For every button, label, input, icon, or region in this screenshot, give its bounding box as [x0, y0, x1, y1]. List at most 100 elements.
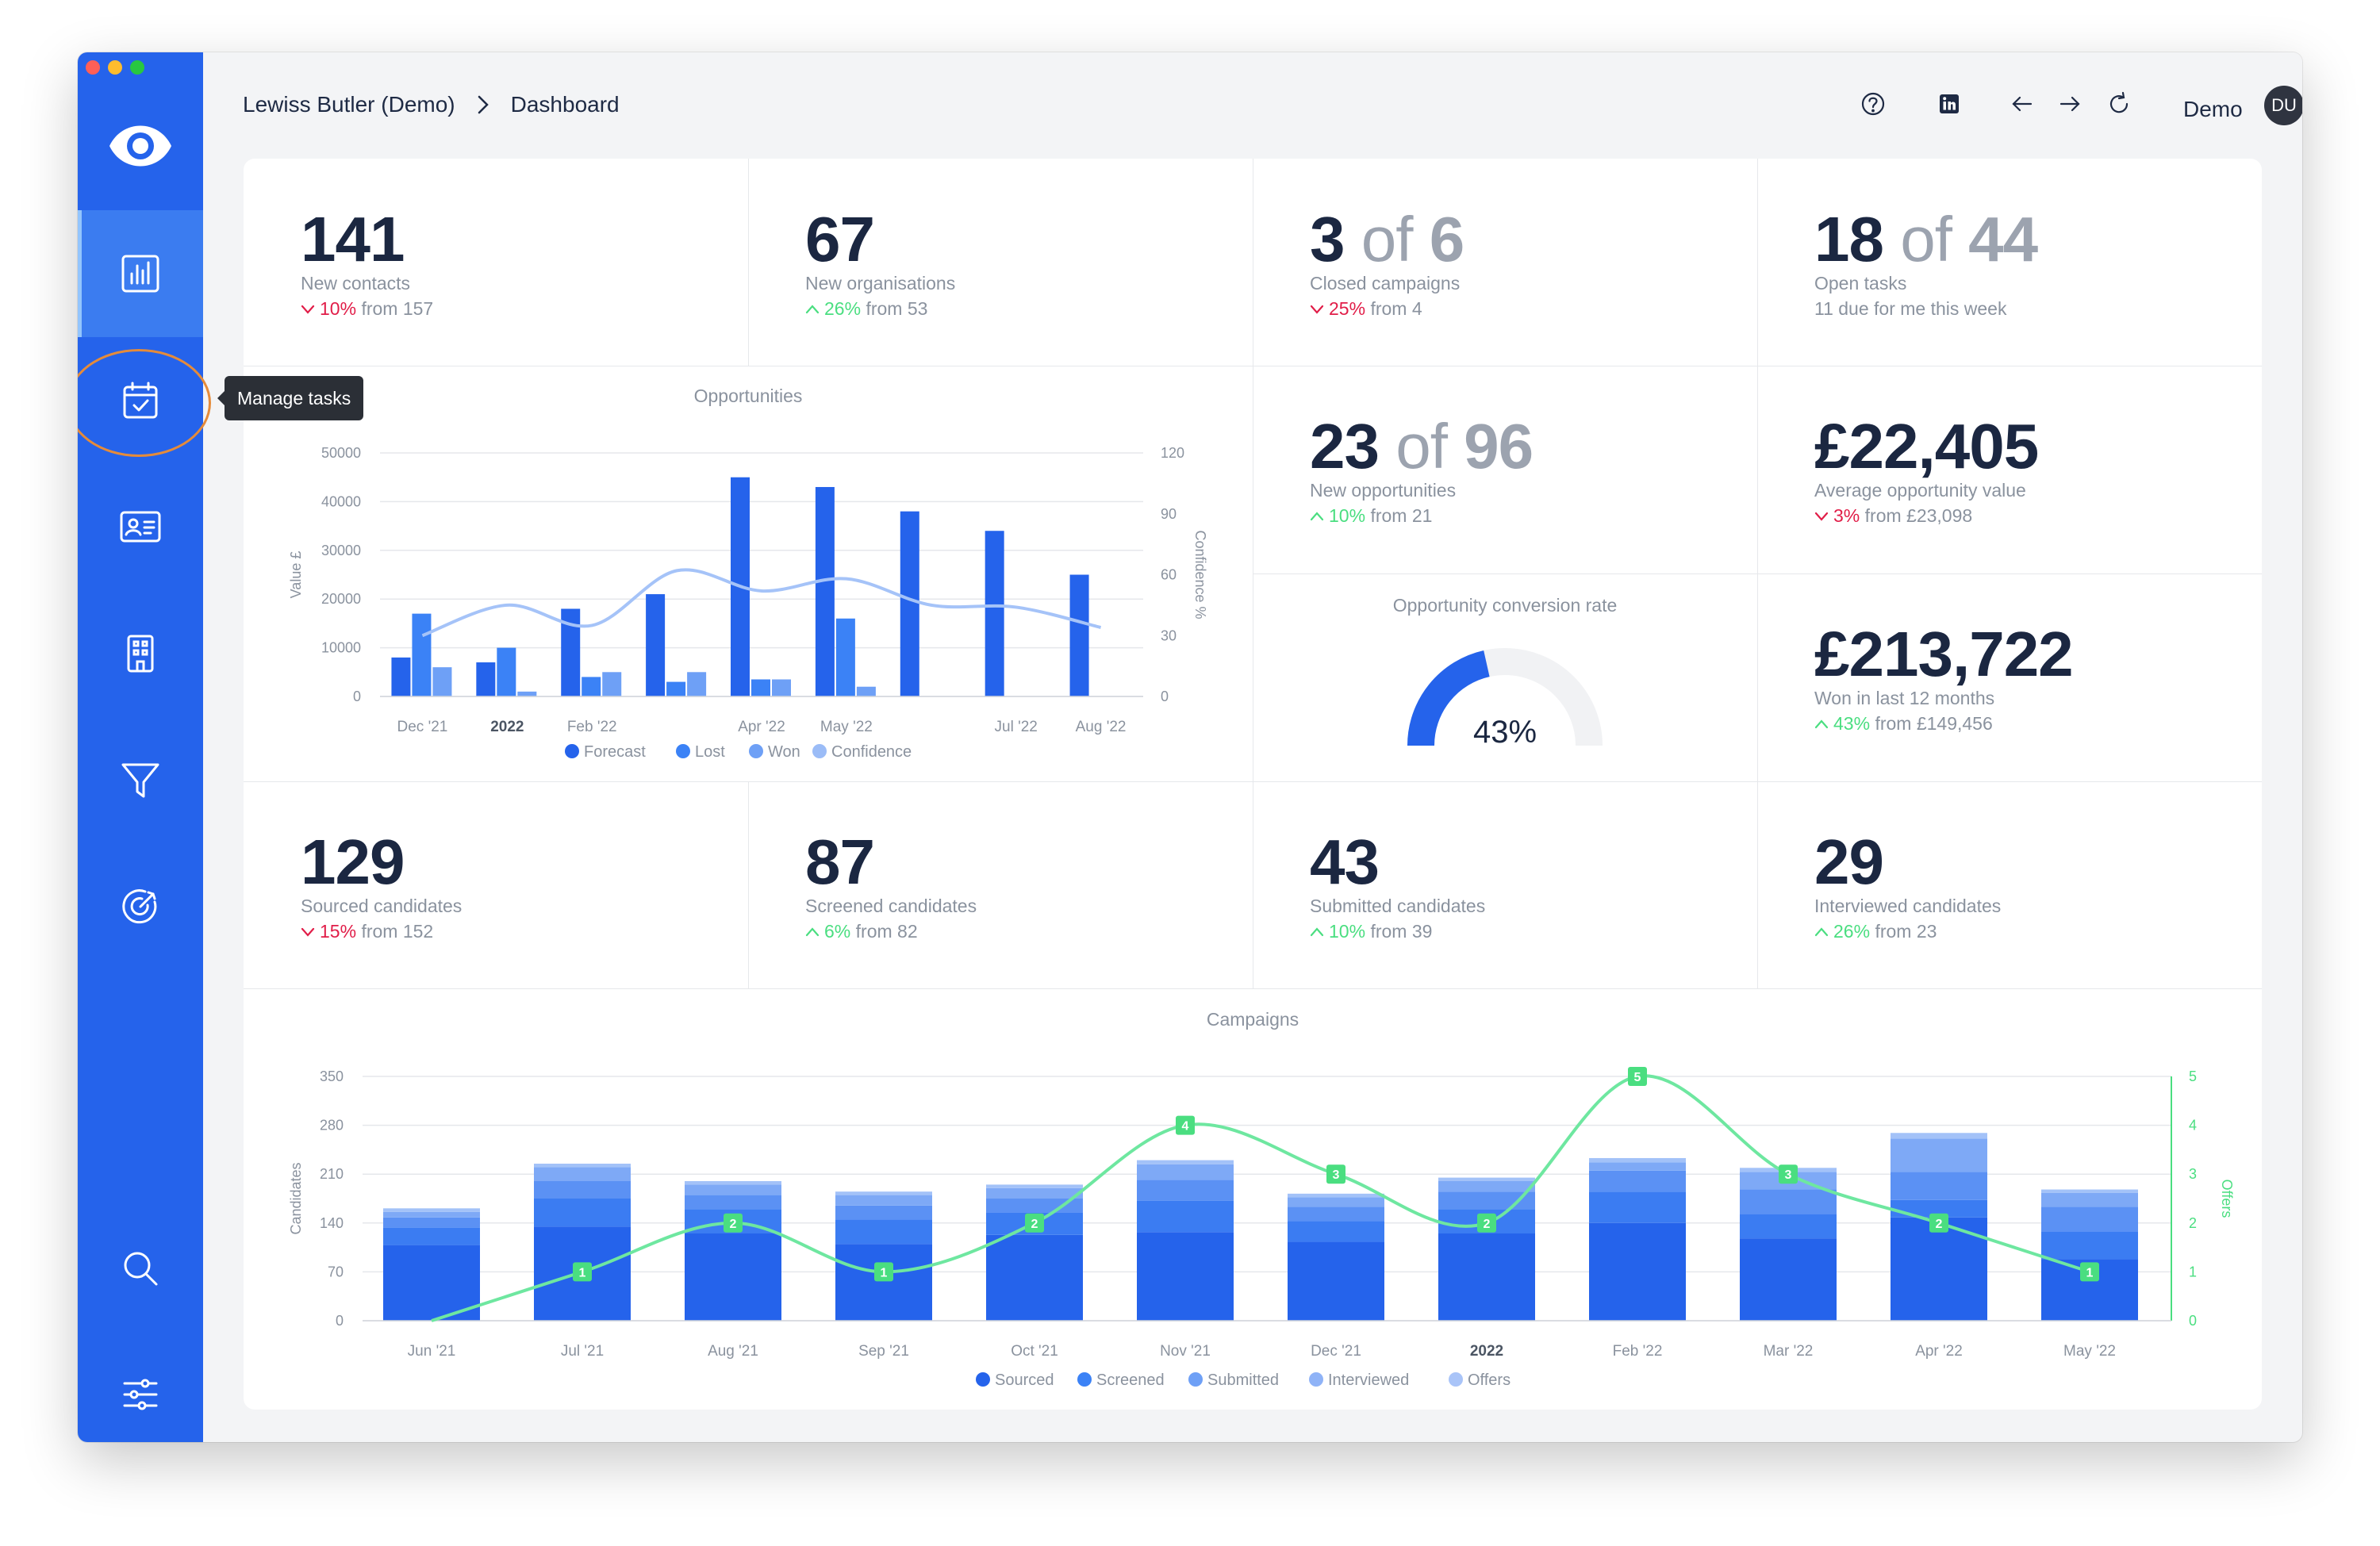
eye-logo-icon[interactable]: [106, 109, 175, 178]
manage-tasks-tooltip: Manage tasks: [217, 376, 364, 420]
bar-segment: [534, 1164, 631, 1168]
bar-forecast: [646, 594, 666, 696]
kpi-value: 18 of 44: [1814, 203, 2038, 276]
x-tick-label: Feb '22: [1613, 1343, 1663, 1360]
forward-button[interactable]: [2056, 90, 2083, 117]
legend-swatch: [812, 744, 827, 758]
opportunities-chart-title: Opportunities: [693, 386, 803, 406]
bar-forecast: [391, 657, 411, 696]
kpi-label: Sourced candidates: [301, 896, 463, 916]
offers-data-label: 1: [881, 1266, 888, 1279]
conversion-gauge: 43%: [1407, 648, 1603, 750]
sidebar-item-settings[interactable]: [118, 1372, 163, 1417]
x-tick-label: May '22: [2063, 1343, 2116, 1360]
offers-point: [1326, 1164, 1345, 1184]
kpi-label: Open tasks: [1814, 273, 1907, 293]
bar-segment: [1891, 1199, 1987, 1218]
kpi-change-rest: from £23,098: [1864, 505, 1973, 526]
contact-card-icon: [120, 511, 161, 543]
bar-segment: [383, 1208, 480, 1212]
bar-segment: [1589, 1191, 1686, 1223]
funnel-icon: [121, 763, 159, 798]
bar-segment: [383, 1245, 480, 1321]
y-tick-label: 140: [320, 1215, 344, 1231]
y-tick-label: 0: [336, 1313, 344, 1329]
kpi-interviewed-candidates[interactable]: 29 Interviewed candidates 26% from 23: [1757, 781, 2262, 988]
bar-segment: [1438, 1181, 1535, 1192]
bar-segment: [2041, 1192, 2138, 1207]
kpi-change-pct: 43%: [1833, 713, 1871, 734]
help-button[interactable]: [1860, 90, 1887, 117]
kpi-value-of: of: [1395, 411, 1448, 481]
bar-segment: [835, 1244, 932, 1321]
y2-tick-label: 60: [1161, 567, 1177, 583]
kpi-value-of: of: [1900, 204, 1952, 274]
y-tick-label: 50000: [321, 445, 361, 461]
kpi-note: 11 due for me this week: [1814, 298, 2007, 319]
offers-point: [1779, 1164, 1798, 1184]
kpi-new-opportunities[interactable]: 23 of 96 New opportunities 10% from 21: [1253, 366, 1757, 574]
window-controls: [86, 60, 144, 75]
refresh-button[interactable]: [2106, 90, 2132, 117]
bar-won: [517, 691, 537, 696]
kpi-closed-campaigns[interactable]: 3 of 6 Closed campaigns 25% from 4: [1253, 159, 1757, 366]
bar-segment: [1137, 1164, 1234, 1180]
offers-point: [1929, 1213, 1948, 1233]
sidebar-item-dashboard[interactable]: [118, 251, 163, 296]
bar-segment: [1137, 1200, 1234, 1233]
user-name[interactable]: Demo: [2183, 97, 2243, 121]
kpi-change: 26% from 23: [1814, 921, 1937, 942]
offers-point: [1628, 1067, 1647, 1086]
kpi-change-rest: from 4: [1370, 298, 1422, 319]
kpi-submitted-candidates[interactable]: 43 Submitted candidates 10% from 39: [1253, 781, 1757, 988]
kpi-new-contacts[interactable]: 141 New contacts 10% from 157: [244, 159, 748, 366]
sidebar-item-search[interactable]: [118, 1246, 163, 1291]
bar-segment: [1137, 1232, 1234, 1321]
kpi-open-tasks[interactable]: 18 of 44 Open tasks 11 due for me this w…: [1757, 159, 2262, 366]
kpi-value: 141: [301, 204, 405, 274]
bar-forecast: [900, 511, 919, 696]
kpi-new-organisations[interactable]: 67 New organisations 26% from 53: [748, 159, 1253, 366]
confidence-line: [421, 568, 1102, 638]
sidebar-item-organisations[interactable]: [118, 631, 163, 676]
close-window-button[interactable]: [86, 60, 100, 75]
back-button[interactable]: [2009, 90, 2036, 117]
kpi-change-rest: from 39: [1370, 921, 1433, 942]
minimize-window-button[interactable]: [108, 60, 122, 75]
bar-segment: [1589, 1222, 1686, 1321]
legend-label: Interviewed: [1328, 1371, 1409, 1389]
avatar[interactable]: DU: [2264, 86, 2302, 125]
breadcrumb-root[interactable]: Lewiss Butler (Demo): [243, 92, 455, 117]
kpi-label: Submitted candidates: [1310, 896, 1486, 916]
dashboard-grid: 141 New contacts 10% from 157 67 New org…: [244, 159, 2262, 1410]
trend-up-icon: [805, 927, 820, 937]
kpi-label: New opportunities: [1310, 480, 1457, 501]
sidebar-item-opportunities[interactable]: [118, 758, 163, 803]
kpi-change-pct: 6%: [824, 921, 851, 942]
sidebar-item-contacts[interactable]: [118, 504, 163, 549]
zoom-window-button[interactable]: [130, 60, 144, 75]
linkedin-button[interactable]: [1936, 90, 1963, 117]
target-icon: [122, 889, 157, 924]
kpi-value: £22,405: [1814, 411, 2039, 481]
bar-lost: [835, 618, 855, 696]
legend-swatch: [1449, 1372, 1463, 1387]
offers-data-label: 3: [1333, 1168, 1340, 1182]
legend-swatch: [676, 744, 690, 758]
kpi-change-pct: 26%: [824, 298, 862, 319]
y2-tick-label: 1: [2189, 1264, 2197, 1279]
kpi-change: 6% from 82: [805, 921, 918, 942]
kpi-value-count: 18: [1814, 204, 1884, 274]
linkedin-icon: [1940, 94, 1959, 113]
kpi-average-opportunity-value[interactable]: £22,405 Average opportunity value 3% fro…: [1757, 366, 2262, 574]
bar-segment: [1589, 1157, 1686, 1163]
kpi-screened-candidates[interactable]: 87 Screened candidates 6% from 82: [748, 781, 1253, 988]
kpi-sourced-candidates[interactable]: 129 Sourced candidates 15% from 152: [244, 781, 748, 988]
bar-segment: [1137, 1180, 1234, 1201]
sidebar-active-indicator: [78, 210, 82, 337]
bar-segment: [986, 1187, 1083, 1199]
sidebar-item-campaigns[interactable]: [118, 884, 163, 929]
y2-tick-label: 5: [2189, 1068, 2197, 1084]
x-tick-label: Feb '22: [567, 719, 617, 735]
kpi-won-last-12-months[interactable]: £213,722 Won in last 12 months 43% from …: [1757, 574, 2262, 781]
